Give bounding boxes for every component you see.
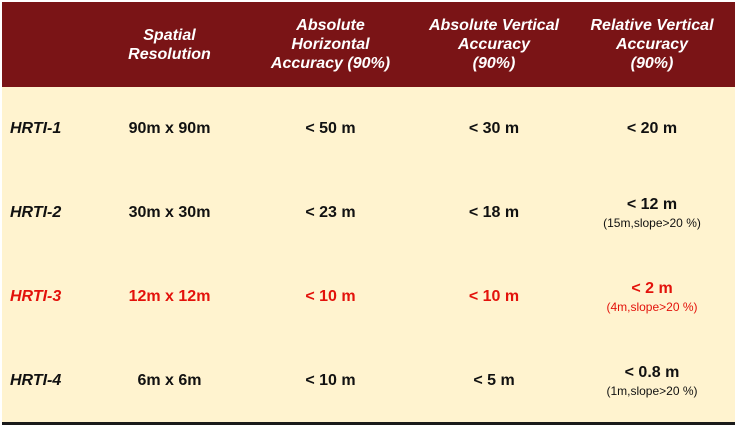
- row-name: HRTI-4: [10, 372, 62, 389]
- header-col-name: [2, 2, 97, 87]
- relative-note: (4m,slope>20 %): [606, 300, 698, 314]
- row-name: HRTI-1: [10, 120, 62, 137]
- table-header: Spatial Resolution Absolute Horizontal A…: [2, 2, 735, 87]
- bottom-divider: [2, 422, 735, 425]
- row-horizontal: < 10 m: [305, 372, 356, 389]
- table-row: HRTI-4 6m x 6m < 10 m < 5 m < 0.8 m (1m,…: [2, 339, 735, 423]
- row-resolution: 12m x 12m: [128, 288, 211, 305]
- row-resolution: 6m x 6m: [137, 372, 202, 389]
- row-resolution: 90m x 90m: [128, 120, 211, 137]
- row-absolute-vertical: < 10 m: [468, 288, 520, 305]
- row-absolute-vertical: < 5 m: [473, 372, 515, 389]
- header-col-absolute-vertical: Absolute Vertical Accuracy (90%): [428, 17, 560, 72]
- table-row-highlighted: HRTI-3 12m x 12m < 10 m < 10 m < 2 m (4m…: [2, 255, 735, 339]
- header-col-resolution: Spatial Resolution: [128, 26, 211, 63]
- relative-note: (15m,slope>20 %): [603, 216, 701, 230]
- table-row: HRTI-1 90m x 90m < 50 m < 30 m < 20 m: [2, 87, 735, 171]
- row-relative-vertical: < 20 m: [569, 87, 735, 171]
- row-relative-vertical: < 2 m (4m,slope>20 %): [569, 255, 735, 339]
- row-absolute-vertical: < 18 m: [468, 204, 520, 221]
- header-col-horizontal: Absolute Horizontal Accuracy (90%): [270, 17, 391, 72]
- table-row: HRTI-2 30m x 30m < 23 m < 18 m < 12 m (1…: [2, 171, 735, 255]
- row-relative-vertical: < 0.8 m (1m,slope>20 %): [569, 339, 735, 423]
- row-relative-vertical: < 12 m (15m,slope>20 %): [569, 171, 735, 255]
- relative-value: < 0.8 m: [624, 364, 680, 381]
- row-name: HRTI-2: [10, 204, 62, 221]
- row-horizontal: < 50 m: [305, 120, 356, 137]
- header-col-relative-vertical: Relative Vertical Accuracy (90%): [590, 17, 714, 72]
- table-body: HRTI-1 90m x 90m < 50 m < 30 m < 20 m HR…: [2, 87, 735, 424]
- row-horizontal: < 10 m: [305, 288, 356, 305]
- relative-value: < 2 m: [631, 280, 673, 297]
- relative-note: (1m,slope>20 %): [606, 384, 698, 398]
- row-absolute-vertical: < 30 m: [468, 120, 520, 137]
- row-name: HRTI-3: [10, 288, 62, 305]
- row-resolution: 30m x 30m: [128, 204, 211, 221]
- row-horizontal: < 23 m: [305, 204, 356, 221]
- relative-value: < 12 m: [626, 196, 678, 213]
- relative-value: < 20 m: [626, 120, 678, 137]
